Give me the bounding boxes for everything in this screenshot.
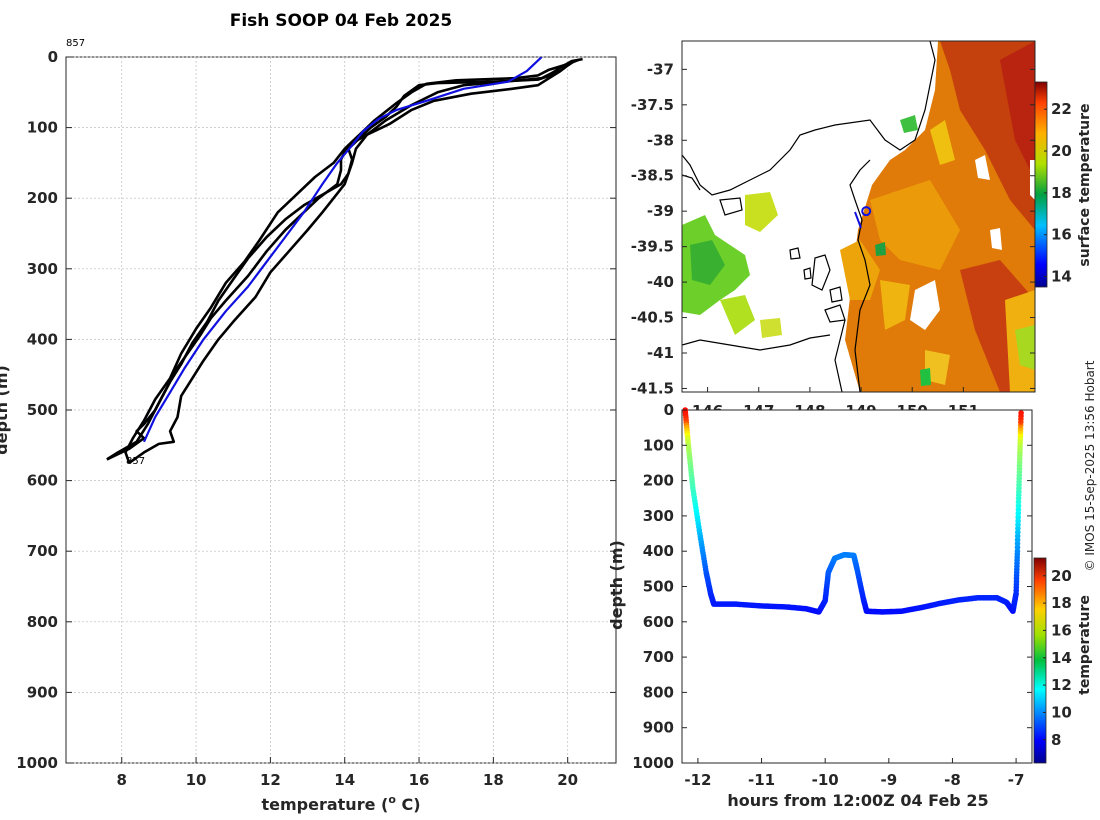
- map-y-tick-label: -39: [647, 202, 674, 220]
- section-ticks: -12 -11 -10 -9 -8 -7 0 100 200 300 400 500 600 700 800…: [632, 401, 1032, 789]
- map-y-tick-label: -41.5: [631, 379, 674, 397]
- sst-colorbar-tick-label: 14: [1051, 268, 1072, 286]
- profile-x-label-main: temperature (: [261, 795, 388, 814]
- profile-y-tick-label: 300: [27, 260, 58, 278]
- profile-down-2-line: [124, 59, 576, 464]
- profile-y-tick-label: 1000: [16, 754, 58, 772]
- temperature-colorbar: [1033, 557, 1047, 764]
- sst-colorbar-label: surface temperature: [1077, 103, 1093, 266]
- profile-y-tick-label: 700: [27, 542, 58, 560]
- map-y-tick-label: -40: [647, 273, 674, 291]
- section-x-tick-label: -9: [880, 771, 897, 789]
- section-track-point: [1018, 410, 1024, 416]
- section-x-tick-label: -10: [812, 771, 839, 789]
- map-y-tick-label: -37: [647, 60, 674, 78]
- profile-up-2-line: [128, 58, 580, 464]
- section-y-tick-label: 0: [664, 401, 674, 419]
- temperature-colorbar-label: temperature: [1077, 595, 1093, 695]
- profile-ticks: 8 10 12 14 16 18 20010020030040050060070080090…: [16, 48, 616, 789]
- section-y-tick-label: 100: [643, 436, 674, 454]
- section-x-tick-label: -7: [1008, 771, 1025, 789]
- sst-field: [682, 41, 1035, 392]
- profile-y-tick-label: 500: [27, 401, 58, 419]
- profile-y-tick-label: 0: [48, 48, 58, 66]
- profile-y-tick-label: 900: [27, 683, 58, 701]
- temperature-colorbar-tick-label: 8: [1051, 731, 1061, 749]
- profile-y-tick-label: 100: [27, 119, 58, 137]
- profile-lines: [106, 57, 583, 464]
- profile-x-tick-label: 14: [334, 771, 355, 789]
- temperature-colorbar-tick-label: 18: [1051, 594, 1072, 612]
- ship-track: [854, 211, 862, 229]
- coastlines: [682, 41, 936, 392]
- section-panel: -12 -11 -10 -9 -8 -7 0 100 200 300 400 500 600 700 800…: [607, 401, 1093, 810]
- sst-colorbar-ticks: 14 16 18 20 22: [1044, 100, 1072, 286]
- profile-annotation-bottom: 857: [126, 456, 145, 467]
- section-y-tick-label: 300: [643, 507, 674, 525]
- figure-title: Fish SOOP 04 Feb 2025: [230, 11, 453, 31]
- profile-x-tick-label: 12: [260, 771, 281, 789]
- section-y-tick-label: 1000: [632, 754, 674, 772]
- map-y-tick-label: -38.5: [631, 167, 674, 185]
- profile-up-1-line: [106, 59, 576, 461]
- sst-colorbar-tick-label: 20: [1051, 142, 1072, 160]
- sst-colorbar-tick-label: 22: [1051, 100, 1072, 118]
- section-x-tick-label: -8: [944, 771, 961, 789]
- sst-colorbar: [1034, 81, 1048, 288]
- profile-y-tick-label: 800: [27, 613, 58, 631]
- section-track: [682, 407, 1024, 615]
- section-y-tick-label: 800: [643, 683, 674, 701]
- profile-x-tick-label: 18: [483, 771, 504, 789]
- profile-grid: [66, 56, 616, 764]
- sst-colorbar-tick-label: 18: [1051, 184, 1072, 202]
- section-y-label: depth (m): [607, 540, 626, 630]
- imos-credit: © IMOS 15-Sep-2025 13:56 Hobart: [1083, 360, 1097, 571]
- sst-colorbar-tick-label: 16: [1051, 226, 1072, 244]
- section-y-tick-label: 200: [643, 472, 674, 490]
- profile-x-label-unit: C): [396, 795, 421, 814]
- temperature-colorbar-tick-label: 14: [1051, 649, 1072, 667]
- temperature-colorbar-tick-label: 16: [1051, 621, 1072, 639]
- section-x-label: hours from 12:00Z 04 Feb 25: [727, 791, 988, 810]
- temperature-colorbar-tick-label: 10: [1051, 703, 1072, 721]
- temperature-colorbar-tick-label: 20: [1051, 567, 1072, 585]
- section-y-tick-label: 400: [643, 542, 674, 560]
- temperature-colorbar-tick-label: 12: [1051, 676, 1072, 694]
- profile-y-label: depth (m): [0, 365, 11, 455]
- profile-x-tick-label: 20: [557, 771, 578, 789]
- profile-y-tick-label: 400: [27, 330, 58, 348]
- section-y-tick-label: 600: [643, 613, 674, 631]
- profile-x-tick-label: 10: [186, 771, 207, 789]
- profile-y-tick-label: 200: [27, 189, 58, 207]
- profile-x-tick-label: 16: [409, 771, 430, 789]
- temperature-colorbar-ticks: 8 10 12 14 16 18 20: [1043, 567, 1072, 749]
- section-y-tick-label: 700: [643, 648, 674, 666]
- section-x-tick-label: -11: [748, 771, 775, 789]
- profile-annotation-top: 857: [66, 38, 85, 49]
- profile-x-tick-label: 8: [117, 771, 127, 789]
- profile-x-label-sup: o: [388, 793, 396, 806]
- profile-x-label: temperature (o C): [261, 793, 420, 814]
- section-x-tick-label: -12: [684, 771, 711, 789]
- ship-position-marker: [861, 206, 872, 217]
- map-y-tick-label: -37.5: [631, 96, 674, 114]
- profile-y-tick-label: 600: [27, 472, 58, 490]
- profile-mean-line: [142, 57, 543, 443]
- map-y-tick-label: -41: [647, 344, 674, 362]
- map-panel: -37 -37.5 -38 -38.5 -39 -39.5 -40 -40.5 -41 -41.5…: [631, 40, 1093, 420]
- map-y-tick-label: -40.5: [631, 309, 674, 327]
- section-y-tick-label: 900: [643, 719, 674, 737]
- section-axes-box: [681, 409, 1033, 764]
- section-y-tick-label: 500: [643, 578, 674, 596]
- map-y-tick-label: -38: [647, 131, 674, 149]
- map-y-tick-label: -39.5: [631, 238, 674, 256]
- profile-panel: 8 10 12 14 16 18 20010020030040050060070080090…: [0, 38, 617, 814]
